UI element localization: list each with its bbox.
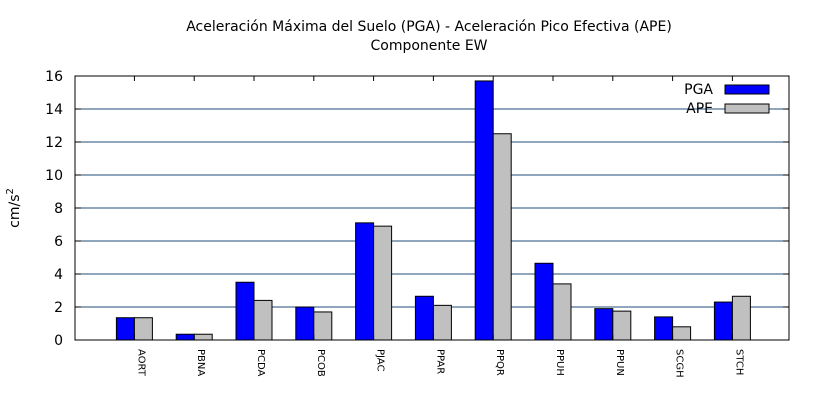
bar-ape-pjac (373, 225, 393, 341)
y-tick-label: 16 (45, 69, 63, 85)
legend-swatch-pga (724, 84, 770, 95)
bar-pga-scgh (654, 316, 674, 341)
y-axis-label-unit: cm/s (7, 195, 23, 228)
x-tick-label: AORT (135, 349, 146, 377)
x-axis-ticks: AORT PBNA PCDA PCOB PJAC PPAR PPQR PPUH PPUN SCGH… (133, 76, 744, 378)
legend-label-pga: PGA (684, 82, 713, 98)
y-tick-label: 6 (54, 234, 63, 250)
bar-ape-stch (731, 295, 751, 341)
bar-pga-pcda (235, 281, 255, 341)
x-tick-label: PJAC (375, 349, 386, 371)
bar-ape-ppqr (492, 133, 512, 341)
bar-ape-aort (133, 317, 153, 341)
gridlines (75, 108, 789, 308)
bar-pga-ppqr (474, 80, 494, 341)
y-tick-label: 4 (54, 267, 63, 283)
y-axis-label-exponent: 2 (5, 188, 16, 194)
bar-ape-pcob (313, 311, 333, 341)
y-tick-label: 2 (54, 300, 63, 316)
bars (115, 80, 751, 341)
x-tick-label: STCH (733, 349, 744, 375)
y-tick-label: 10 (45, 168, 63, 184)
y-tick-label: 0 (54, 333, 63, 349)
x-tick-label: PPUH (554, 349, 565, 376)
chart-title: Aceleración Máxima del Suelo (PGA) - Ace… (186, 19, 672, 35)
legend-swatch-ape (724, 103, 770, 114)
legend-label-ape: APE (686, 101, 713, 117)
x-tick-label: PPUN (614, 349, 625, 376)
bar-ape-ppar (432, 304, 452, 341)
bar-pga-pjac (355, 222, 375, 341)
chart-subtitle: Componente EW (370, 38, 487, 54)
bar-pga-stch (713, 301, 733, 341)
x-tick-label: PPQR (494, 349, 505, 376)
bar-pga-ppar (414, 295, 434, 341)
x-tick-label: PCOB (315, 349, 326, 377)
x-tick-label: SCGH (674, 349, 685, 378)
bar-pga-ppuh (534, 262, 554, 341)
bar-pga-pbna (175, 333, 195, 341)
y-axis-label: cm/s2 (5, 188, 23, 228)
legend: PGA APE (684, 82, 770, 117)
x-tick-label: PCDA (255, 349, 266, 377)
y-tick-label: 8 (54, 201, 63, 217)
bar-ape-ppuh (552, 283, 572, 341)
bar-ape-scgh (672, 326, 692, 341)
bar-pga-aort (115, 317, 135, 341)
bar-ape-pcda (253, 299, 273, 341)
plot-frame (74, 75, 790, 341)
bar-ape-pbna (193, 333, 213, 341)
x-tick-label: PPAR (434, 349, 445, 374)
x-tick-label: PBNA (195, 349, 206, 376)
bar-ape-ppun (612, 310, 632, 341)
y-tick-label: 12 (45, 135, 63, 151)
y-axis-ticks: 0 2 4 6 8 10 12 14 16 (45, 69, 789, 349)
y-tick-label: 14 (45, 102, 63, 118)
bar-pga-pcob (295, 306, 315, 341)
bar-pga-ppun (594, 308, 614, 341)
